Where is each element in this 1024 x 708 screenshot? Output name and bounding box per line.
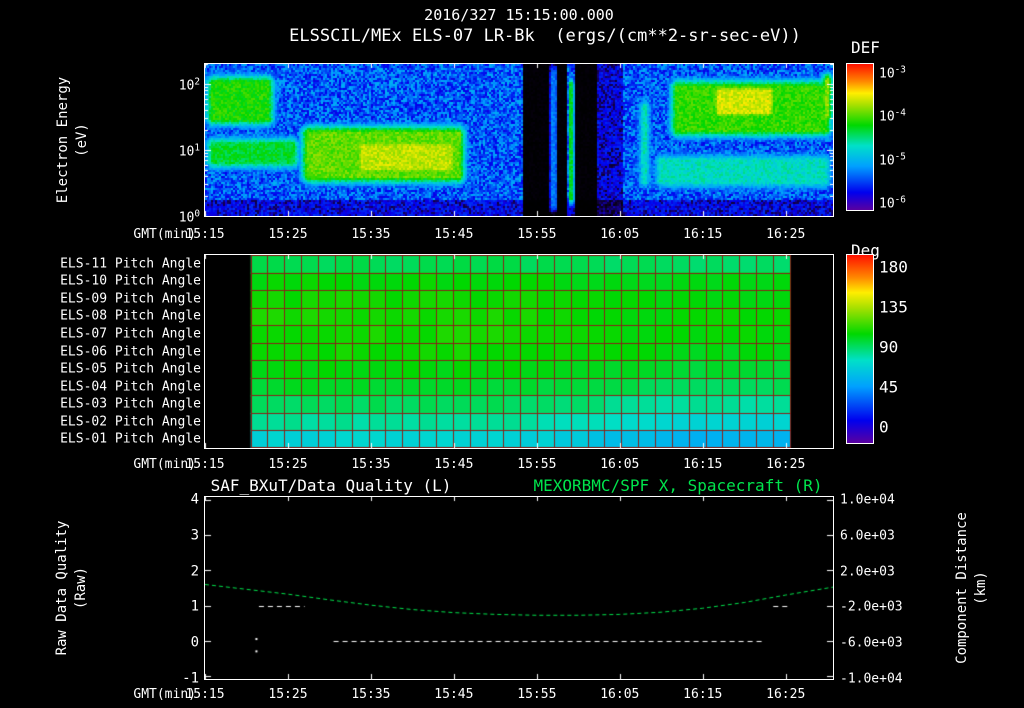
energy-tick-label: 100 (178, 208, 200, 226)
gmt-axis-label: GMT(min) (133, 687, 196, 702)
quality-tick-label: 4 (190, 491, 199, 508)
x-tick-label: 15:15 (185, 457, 225, 472)
component-distance-axis-label-line2: (km) (973, 571, 989, 605)
x-tick-label: 16:25 (766, 457, 806, 472)
x-tick-label: 16:05 (600, 457, 640, 472)
x-tick-label: 15:25 (268, 687, 308, 702)
pitch-row-label: ELS-04 Pitch Angle (60, 379, 201, 395)
energy-tick-label: 102 (178, 76, 200, 94)
distance-tick-label: -1.0e+04 (840, 671, 903, 687)
distance-tick-label: 1.0e+04 (840, 492, 895, 508)
distance-tick-label: 2.0e+03 (840, 564, 895, 580)
electron-energy-axis-label-line2: (eV) (74, 123, 90, 157)
quality-tick-label: 3 (190, 527, 199, 544)
x-tick-label: 15:25 (268, 227, 308, 242)
x-tick-label: 15:45 (434, 457, 474, 472)
quality-tick-label: 2 (190, 563, 199, 580)
pitch-row-label: ELS-11 Pitch Angle (60, 256, 201, 272)
x-tick-label: 15:45 (434, 227, 474, 242)
x-tick-label: 16:15 (683, 687, 723, 702)
raw-quality-axis-label: Raw Data Quality (Raw) (53, 521, 91, 656)
pitch-row-label: ELS-03 Pitch Angle (60, 396, 201, 412)
pitch-row-label: ELS-02 Pitch Angle (60, 414, 201, 430)
raw-quality-axis-label-line2: (Raw) (73, 566, 89, 610)
x-tick-label: 15:15 (185, 687, 225, 702)
deg-colorbar (847, 255, 873, 443)
distance-tick-label: -2.0e+03 (840, 599, 903, 615)
bottom-left-title: SAF_BXuT/Data Quality (L) (210, 476, 452, 495)
pitch-row-label: ELS-07 Pitch Angle (60, 326, 201, 342)
spectrogram-title: ELSSCIL/MEx ELS-07 LR-Bk (ergs/(cm**2-sr… (289, 26, 801, 46)
quality-distance-panel (204, 496, 834, 680)
distance-tick-label: 6.0e+03 (840, 528, 895, 544)
x-tick-label: 15:55 (517, 687, 557, 702)
pitch-row-label: ELS-09 Pitch Angle (60, 291, 201, 307)
pitch-row-label: ELS-08 Pitch Angle (60, 308, 201, 324)
pitch-row-label: ELS-05 Pitch Angle (60, 361, 201, 377)
quality-distance-canvas (205, 497, 833, 679)
deg-tick-label: 135 (879, 297, 908, 317)
x-tick-label: 16:05 (600, 227, 640, 242)
electron-energy-axis-label: Electron Energy (eV) (54, 77, 92, 203)
pitch-row-label: ELS-01 Pitch Angle (60, 431, 201, 447)
gmt-axis-label: GMT(min) (133, 457, 196, 472)
x-tick-label: 16:25 (766, 687, 806, 702)
x-tick-label: 16:15 (683, 227, 723, 242)
quality-tick-label: -1 (182, 670, 199, 687)
pitch-angle-canvas (205, 255, 833, 448)
x-tick-label: 15:35 (351, 227, 391, 242)
component-distance-axis-label-line1: Component Distance (954, 512, 970, 664)
pitch-row-label: ELS-06 Pitch Angle (60, 344, 201, 359)
def-tick-label: 10-5 (879, 150, 906, 169)
electron-energy-axis-label-line1: Electron Energy (55, 76, 71, 204)
def-tick-label: 10-3 (879, 64, 906, 82)
def-colorbar (847, 64, 873, 210)
x-tick-label: 15:55 (517, 457, 557, 472)
def-colorbar-title: DEF (851, 38, 880, 57)
electron-spectrogram-canvas (205, 64, 833, 216)
raw-quality-axis-label-line1: Raw Data Quality (54, 520, 70, 656)
x-tick-label: 15:15 (185, 227, 225, 242)
distance-tick-label: -6.0e+03 (840, 635, 903, 651)
deg-tick-label: 45 (879, 377, 899, 397)
spectrogram-panel (204, 63, 834, 217)
x-tick-label: 15:45 (434, 687, 474, 702)
x-tick-label: 16:15 (683, 457, 723, 472)
x-tick-label: 15:35 (351, 687, 391, 702)
deg-tick-label: 90 (879, 337, 899, 357)
deg-tick-label: 0 (879, 417, 889, 437)
x-tick-label: 16:25 (766, 227, 806, 242)
pitch-row-label: ELS-10 Pitch Angle (60, 273, 201, 289)
quality-tick-label: 1 (190, 598, 199, 615)
component-distance-axis-label: Component Distance (km) (953, 512, 991, 664)
bottom-right-title: MEXORBMC/SPF X, Spacecraft (R) (533, 476, 823, 495)
def-colorbar-frame (846, 63, 874, 211)
x-tick-label: 15:25 (268, 457, 308, 472)
pitch-angle-panel (204, 254, 834, 449)
deg-colorbar-frame (846, 254, 874, 444)
def-tick-label: 10-4 (879, 107, 906, 125)
timestamp-title: 2016/327 15:15:00.000 (424, 6, 614, 24)
energy-tick-label: 101 (178, 142, 200, 160)
gmt-axis-label: GMT(min) (133, 227, 196, 242)
x-tick-label: 15:55 (517, 227, 557, 242)
x-tick-label: 16:05 (600, 687, 640, 702)
deg-tick-label: 180 (879, 257, 908, 277)
x-tick-label: 15:35 (351, 457, 391, 472)
def-tick-label: 10-6 (879, 194, 906, 212)
quality-tick-label: 0 (190, 634, 199, 651)
